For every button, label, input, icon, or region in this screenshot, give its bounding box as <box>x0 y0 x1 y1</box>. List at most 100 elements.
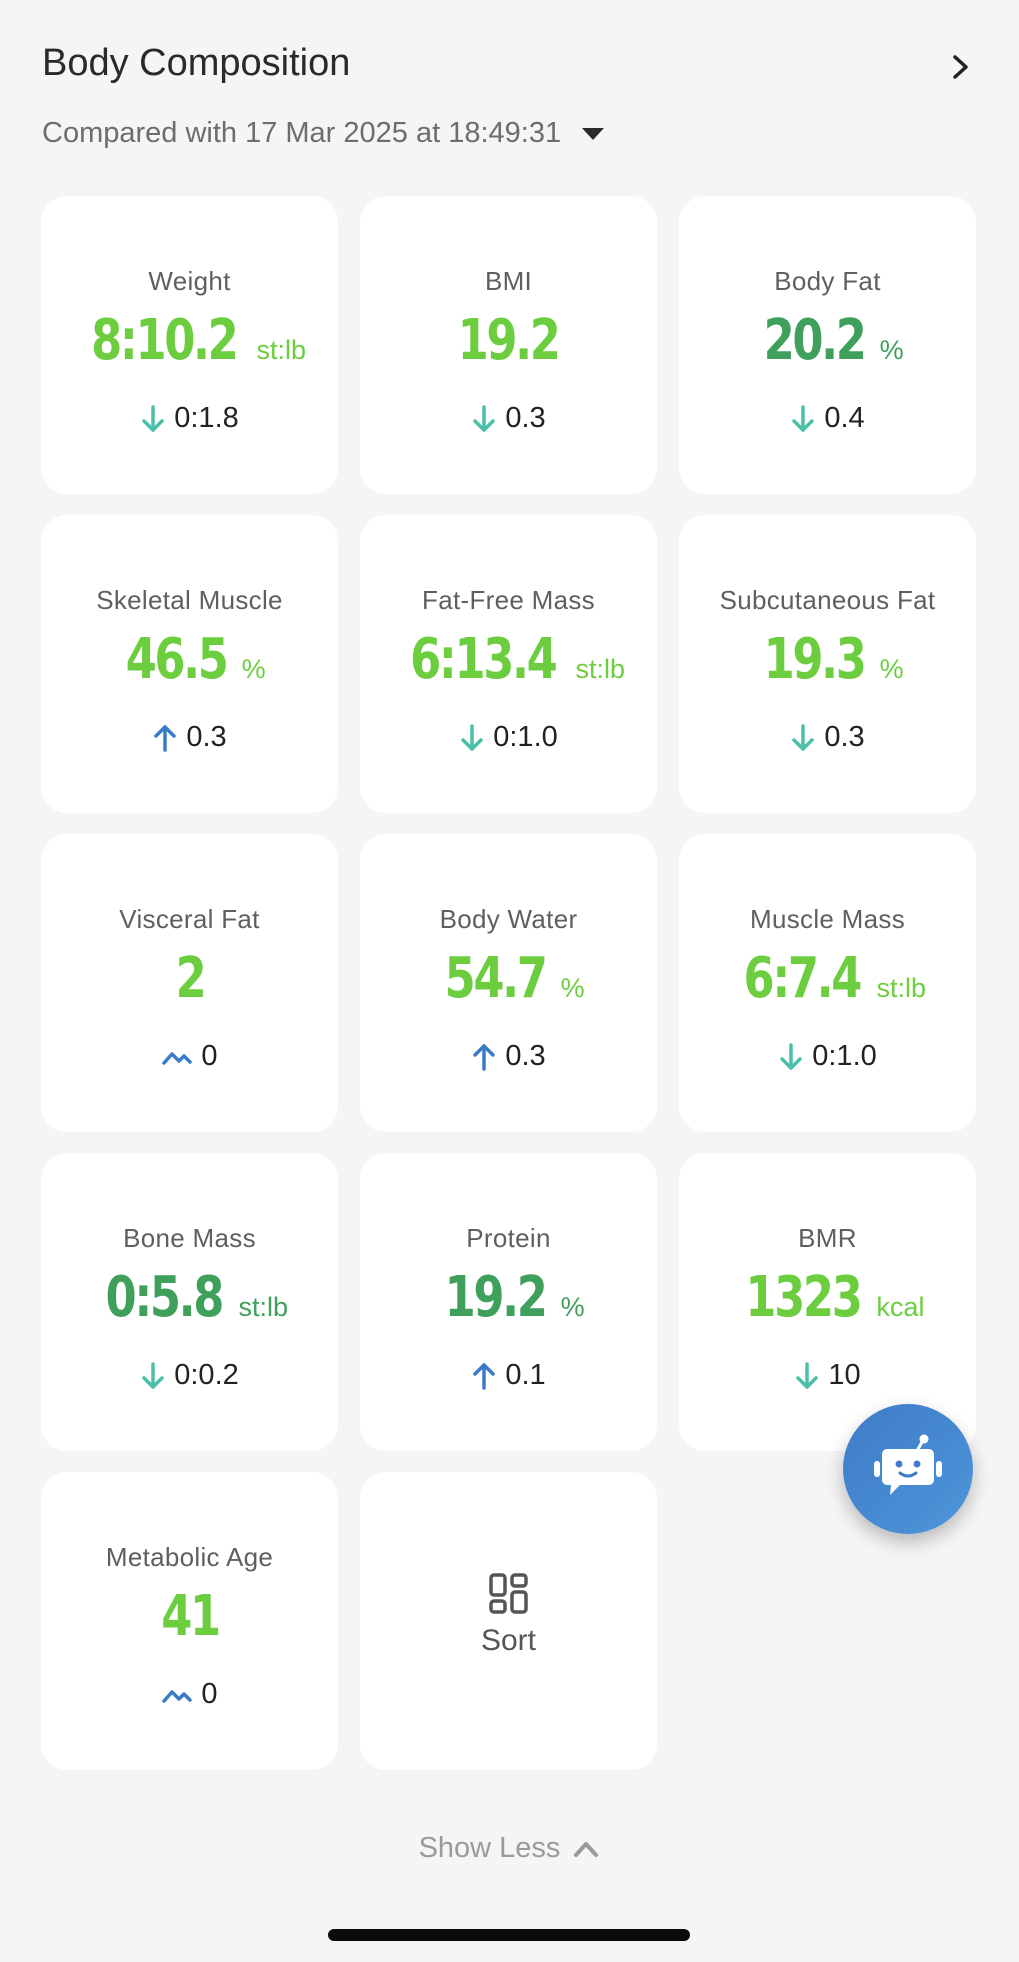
metric-delta-value: 0 <box>201 1040 218 1072</box>
metric-value-row: 0:5.8 st:lb <box>41 1265 338 1330</box>
metric-delta: 0:1.8 <box>41 402 338 435</box>
metric-delta-value: 0:1.8 <box>174 402 239 434</box>
metric-unit: % <box>560 973 585 1003</box>
chevron-up-icon <box>574 1841 599 1857</box>
metric-delta: 0:0.2 <box>41 1359 338 1392</box>
metric-label: BMI <box>484 266 533 296</box>
metric-value: 8:10.2 <box>91 308 239 373</box>
metric-label: Protein <box>466 1223 551 1253</box>
arrow-up-icon <box>473 1362 496 1390</box>
metric-card-skeletal-muscle[interactable]: Skeletal Muscle 46.5% 0.3 <box>41 515 338 813</box>
metric-unit: % <box>560 1292 585 1322</box>
metric-label: Subcutaneous Fat <box>719 585 936 615</box>
metric-delta-value: 0.1 <box>505 1359 546 1391</box>
metric-delta-value: 0 <box>201 1678 218 1710</box>
metric-value-row: 19.2% <box>360 1265 657 1330</box>
metric-value: 2 <box>175 946 206 1011</box>
metric-delta: 0.4 <box>679 402 976 435</box>
metric-card-bmi[interactable]: BMI 19.2 0.3 <box>360 196 657 494</box>
metric-value-row: 1323 kcal <box>679 1265 976 1330</box>
metric-delta: 10 <box>679 1359 976 1392</box>
metric-delta: 0 <box>41 1678 338 1711</box>
metric-value-row: 19.3% <box>679 627 976 692</box>
metric-delta-value: 10 <box>828 1359 861 1391</box>
metric-delta: 0.3 <box>41 721 338 754</box>
metric-card-protein[interactable]: Protein 19.2% 0.1 <box>360 1153 657 1451</box>
metric-value-row: 6:13.4 st:lb <box>360 627 657 692</box>
arrow-down-icon <box>796 1361 819 1389</box>
metric-delta-value: 0.3 <box>186 721 227 753</box>
metric-value-row: 2 <box>41 946 338 1011</box>
arrow-down-icon <box>142 1361 164 1389</box>
metric-value-row: 6:7.4 st:lb <box>679 946 976 1011</box>
arrow-down-icon <box>142 404 164 432</box>
comparison-selector[interactable]: Compared with 17 Mar 2025 at 18:49:31 <box>42 117 607 150</box>
metric-delta-value: 0.4 <box>824 402 865 434</box>
metric-unit: st:lb <box>575 654 626 684</box>
metric-label: Fat-Free Mass <box>422 585 595 615</box>
sort-button[interactable]: Sort <box>360 1472 657 1770</box>
metric-delta-value: 0.3 <box>824 721 865 753</box>
metric-delta: 0 <box>41 1040 338 1073</box>
metric-card-muscle-mass[interactable]: Muscle Mass 6:7.4 st:lb 0:1.0 <box>679 834 976 1132</box>
metric-card-body-water[interactable]: Body Water 54.7% 0.3 <box>360 834 657 1132</box>
metric-value-row: 19.2 <box>360 308 657 373</box>
metric-label: Metabolic Age <box>105 1542 274 1572</box>
robot-assistant-icon <box>874 1434 942 1495</box>
metric-value: 6:13.4 <box>410 627 558 692</box>
chevron-right-icon[interactable] <box>945 52 975 82</box>
metric-value: 6:7.4 <box>743 946 863 1011</box>
metric-label: Body Fat <box>774 266 881 296</box>
metric-card-weight[interactable]: Weight 8:10.2 st:lb 0:1.8 <box>41 196 338 494</box>
arrow-down-icon <box>473 404 496 432</box>
metric-card-body-fat[interactable]: Body Fat 20.2% 0.4 <box>679 196 976 494</box>
metric-unit: st:lb <box>256 335 307 365</box>
show-less-label: Show Less <box>418 1832 561 1864</box>
metrics-grid: Weight 8:10.2 st:lb 0:1.8 BMI 19.2 0.3 Body F… <box>41 196 976 1770</box>
metric-card-visceral-fat[interactable]: Visceral Fat 2 0 <box>41 834 338 1132</box>
metric-delta: 0.3 <box>360 1040 657 1073</box>
metric-label: BMR <box>798 1223 857 1253</box>
arrow-up-icon <box>154 724 177 752</box>
metric-unit: st:lb <box>876 973 927 1003</box>
show-less-button[interactable]: Show Less <box>0 1832 1019 1865</box>
metric-card-fat-free-mass[interactable]: Fat-Free Mass 6:13.4 st:lb 0:1.0 <box>360 515 657 813</box>
metric-card-bone-mass[interactable]: Bone Mass 0:5.8 st:lb 0:0.2 <box>41 1153 338 1451</box>
metric-value-row: 41 <box>41 1584 338 1649</box>
page-title: Body Composition <box>42 42 351 84</box>
metric-delta-value: 0:1.0 <box>493 721 558 753</box>
metric-delta: 0:1.0 <box>679 1040 976 1073</box>
metric-card-metabolic-age[interactable]: Metabolic Age 41 0 <box>41 1472 338 1770</box>
metric-delta-value: 0:1.0 <box>812 1040 877 1072</box>
metric-delta: 0:1.0 <box>360 721 657 754</box>
metric-card-bmr[interactable]: BMR 1323 kcal 10 <box>679 1153 976 1451</box>
metric-value: 46.5 <box>126 627 229 692</box>
metric-label: Body Water <box>439 904 578 934</box>
metric-unit: kcal <box>876 1292 925 1322</box>
grid-sort-icon <box>489 1573 528 1614</box>
assistant-button[interactable] <box>843 1404 973 1534</box>
metric-value: 41 <box>160 1584 221 1649</box>
caret-down-icon <box>582 127 605 140</box>
metric-value: 1323 <box>744 1265 862 1330</box>
metric-value: 19.2 <box>458 308 561 373</box>
metric-value: 54.7 <box>445 946 548 1011</box>
arrow-down-icon <box>792 723 815 751</box>
metric-delta-value: 0.3 <box>505 402 546 434</box>
metric-value: 19.2 <box>445 1265 548 1330</box>
trend-flat-icon <box>162 1051 193 1065</box>
metric-value: 20.2 <box>764 308 867 373</box>
metric-value: 0:5.8 <box>105 1265 225 1330</box>
metric-unit: % <box>241 654 266 684</box>
metric-label: Weight <box>148 266 231 296</box>
sort-label: Sort <box>480 1624 537 1657</box>
metric-delta: 0.1 <box>360 1359 657 1392</box>
comparison-text: Compared with 17 Mar 2025 at 18:49:31 <box>42 117 562 149</box>
metric-value-row: 54.7% <box>360 946 657 1011</box>
metric-card-subcutaneous-fat[interactable]: Subcutaneous Fat 19.3% 0.3 <box>679 515 976 813</box>
metric-label: Muscle Mass <box>750 904 905 934</box>
metric-delta: 0.3 <box>360 402 657 435</box>
metric-value-row: 8:10.2 st:lb <box>41 308 338 373</box>
metric-delta-value: 0.3 <box>505 1040 546 1072</box>
metric-label: Visceral Fat <box>119 904 260 934</box>
